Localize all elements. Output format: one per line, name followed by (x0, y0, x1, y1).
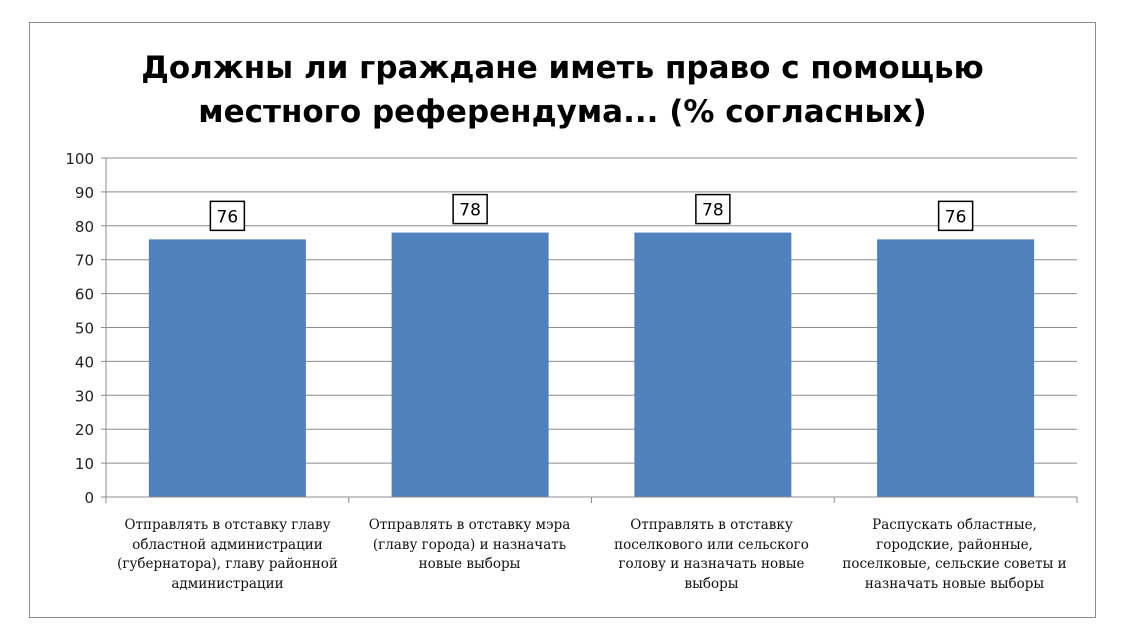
data-label-box (452, 193, 488, 225)
category-label-1: Отправлять в отставку главу областной ад… (117, 517, 338, 592)
y-tick-label: 100 (65, 150, 94, 168)
category-label-2: Отправлять в отставку мэра (главу города… (368, 517, 571, 572)
y-tick-label: 50 (75, 320, 94, 338)
y-tick-label: 60 (75, 286, 94, 304)
data-label: 78 (702, 201, 724, 221)
category-label-3: Отправлять в отставку поселкового или се… (614, 517, 809, 592)
chart-title: Должны ли граждане иметь право с помощью… (29, 46, 1096, 134)
chart-title-line-1: Должны ли граждане иметь право с помощью (141, 50, 984, 86)
chart-title-line-2: местного референдума... (% согласных) (198, 94, 927, 130)
data-label-box (695, 193, 731, 225)
y-tick-label: 30 (75, 387, 94, 405)
bar (391, 232, 549, 497)
bar (877, 239, 1035, 498)
y-tick-label: 10 (75, 455, 94, 473)
y-tick-label: 20 (75, 421, 94, 439)
data-label: 78 (459, 201, 481, 221)
data-label: 76 (945, 207, 967, 227)
bar (148, 239, 306, 498)
y-tick-label: 40 (75, 353, 94, 371)
y-tick-label: 80 (75, 218, 94, 236)
data-label: 76 (217, 207, 239, 227)
y-tick-label: 0 (84, 489, 94, 507)
data-label-box (209, 200, 246, 232)
y-tick-label: 90 (75, 184, 94, 202)
data-label-box (937, 200, 974, 232)
bar (634, 232, 792, 497)
y-tick-label: 70 (75, 252, 94, 270)
category-label-4: Распускать областные, городские, районны… (842, 517, 1067, 592)
